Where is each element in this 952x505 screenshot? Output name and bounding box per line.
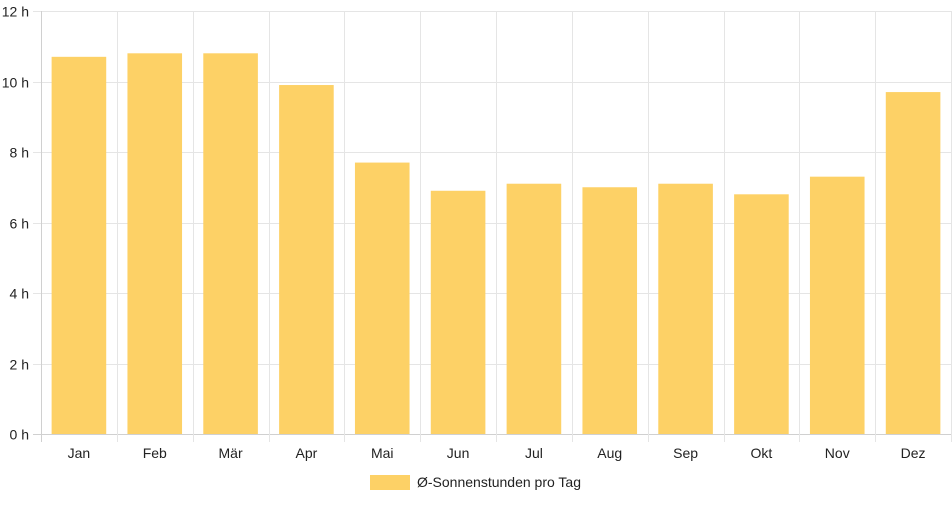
bars <box>51 53 941 435</box>
bar-nov[interactable] <box>809 176 865 435</box>
legend-swatch <box>370 475 410 490</box>
x-tick-label: Jul <box>525 445 543 461</box>
bar-jan[interactable] <box>51 56 107 434</box>
bar-apr[interactable] <box>279 85 334 435</box>
bar-jun[interactable] <box>430 190 486 434</box>
x-tick-label: Aug <box>597 445 622 461</box>
x-tick-label: Feb <box>143 445 167 461</box>
y-tick-label: 4 h <box>10 286 29 302</box>
x-tick-label: Jun <box>447 445 470 461</box>
x-tick-label: Mär <box>219 445 243 461</box>
y-tick-label: 10 h <box>2 75 29 91</box>
bar-mai[interactable] <box>354 162 410 434</box>
x-tick-label: Jan <box>68 445 91 461</box>
x-tick-label: Sep <box>673 445 698 461</box>
x-tick-label: Nov <box>825 445 850 461</box>
y-tick-label: 8 h <box>10 145 29 161</box>
bar-mär[interactable] <box>203 53 258 435</box>
bar-feb[interactable] <box>127 53 183 435</box>
y-axis-ticks: 0 h 2 h 4 h 6 h 8 h 10 h 12 h <box>2 4 29 443</box>
x-tick-label: Okt <box>751 445 773 461</box>
x-tick-label: Dez <box>901 445 926 461</box>
x-tick-label: Mai <box>371 445 394 461</box>
bar-sep[interactable] <box>658 183 713 434</box>
legend-label: Ø-Sonnenstunden pro Tag <box>417 474 581 490</box>
y-tick-label: 0 h <box>10 427 29 443</box>
bar-jul[interactable] <box>506 183 562 434</box>
bar-aug[interactable] <box>582 187 638 434</box>
bar-okt[interactable] <box>734 194 789 434</box>
y-tick-label: 6 h <box>10 216 29 232</box>
bar-dez[interactable] <box>885 92 941 434</box>
y-tick-label: 2 h <box>10 357 29 373</box>
grid <box>33 11 952 442</box>
x-axis-ticks: Jan Feb Mär Apr Mai Jun Jul Aug Sep Okt Nov Dez <box>68 445 926 461</box>
legend[interactable]: Ø-Sonnenstunden pro Tag <box>370 474 581 490</box>
y-tick-label: 12 h <box>2 4 29 20</box>
x-tick-label: Apr <box>296 445 318 461</box>
